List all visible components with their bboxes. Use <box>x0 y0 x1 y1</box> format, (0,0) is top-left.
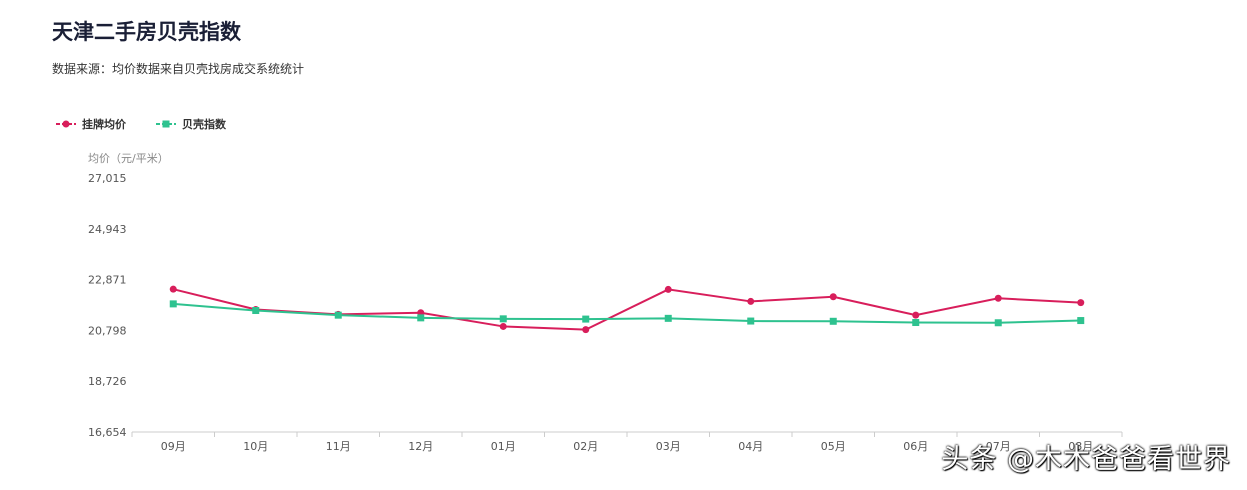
data-point-circle <box>664 285 672 293</box>
x-tick-label: 06月 <box>903 440 928 453</box>
data-point-square <box>334 311 342 319</box>
legend-marker-circle-icon <box>56 120 76 128</box>
data-point-square <box>664 314 672 322</box>
data-point-square <box>829 317 837 325</box>
x-tick-label: 10月 <box>243 440 268 453</box>
chart-subtitle: 数据来源：均价数据来自贝壳找房成交系统统计 <box>52 62 305 76</box>
data-point-square <box>994 319 1002 327</box>
y-tick-label: 22,871 <box>88 274 127 287</box>
legend-item-listing-price[interactable]: 挂牌均价 <box>56 116 126 132</box>
y-tick-label: 20,798 <box>88 324 127 337</box>
x-tick-label: 04月 <box>738 440 763 453</box>
x-tick-label: 03月 <box>656 440 681 453</box>
data-point-square <box>417 314 425 322</box>
data-point-square <box>252 307 260 315</box>
data-point-square <box>747 317 755 325</box>
x-tick-label: 05月 <box>821 440 846 453</box>
data-point-circle <box>912 311 920 319</box>
data-point-circle <box>169 285 177 293</box>
legend-item-beike-index[interactable]: 贝壳指数 <box>156 116 226 132</box>
chart-legend: 挂牌均价 贝壳指数 <box>56 116 226 132</box>
legend-label-listing-price: 挂牌均价 <box>82 118 126 131</box>
chart-title: 天津二手房贝壳指数 <box>52 20 241 44</box>
y-tick-label: 24,943 <box>88 223 127 236</box>
y-tick-label: 16,654 <box>88 426 127 439</box>
data-point-square <box>582 315 590 323</box>
data-point-square <box>169 300 177 308</box>
x-tick-label: 02月 <box>573 440 598 453</box>
watermark-text: 头条 @木木爸爸看世界 <box>941 444 1231 475</box>
y-tick-label: 18,726 <box>88 375 127 388</box>
data-point-circle <box>1077 299 1085 307</box>
data-point-square <box>1077 317 1085 325</box>
data-point-circle <box>829 293 837 301</box>
x-tick-label: 08月 <box>1068 440 1093 453</box>
data-point-circle <box>499 322 507 330</box>
legend-marker-square-icon <box>156 120 176 128</box>
data-point-square <box>499 315 507 323</box>
y-tick-label: 27,015 <box>88 172 127 185</box>
data-point-circle <box>582 326 590 334</box>
x-tick-label: 12月 <box>408 440 433 453</box>
x-tick-label: 01月 <box>491 440 516 453</box>
data-point-square <box>912 319 920 327</box>
y-axis-label: 均价（元/平米） <box>88 152 169 165</box>
series-line-1 <box>173 302 1081 324</box>
x-tick-label: 09月 <box>161 440 186 453</box>
data-point-circle <box>747 297 755 305</box>
x-tick-label: 07月 <box>986 440 1011 453</box>
x-tick-label: 11月 <box>326 440 351 453</box>
legend-label-beike-index: 贝壳指数 <box>182 118 226 131</box>
data-point-circle <box>994 294 1002 302</box>
